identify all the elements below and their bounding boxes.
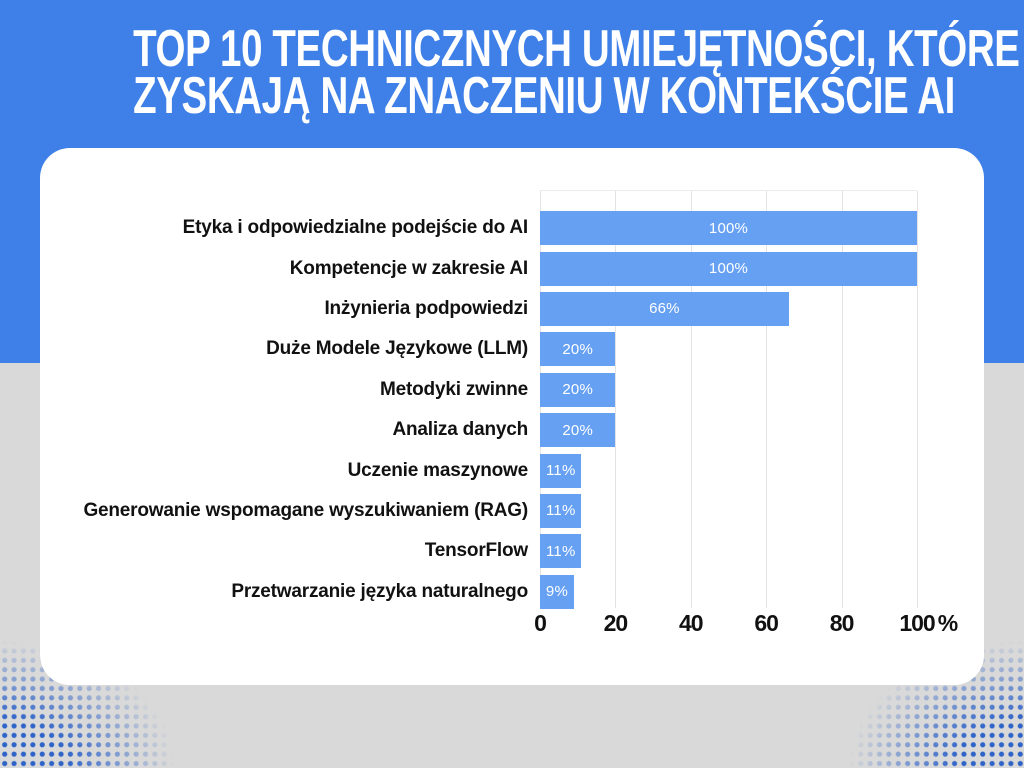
chart-row: Generowanie wspomagane wyszukiwaniem (RA… [40, 491, 917, 531]
x-tick-60: 60 [754, 610, 779, 636]
bar: 20% [540, 332, 616, 367]
category-label: Analiza danych [392, 419, 528, 441]
bar: 66% [540, 291, 789, 326]
category-label: Duże Modele Językowe (LLM) [266, 338, 528, 360]
page-title-line1: TOP 10 TECHNICZNYCH UMIEJĘTNOŚCI, KTÓRE [133, 20, 1020, 78]
bar-value-label: 11% [545, 542, 576, 560]
bar-track: 11% [540, 453, 917, 488]
category-label: Etyka i odpowiedzialne podejście do AI [182, 217, 529, 239]
category-label: Kompetencje w zakresie AI [289, 257, 528, 279]
chart-row: Analiza danych 20% [40, 410, 917, 450]
category-label: Generowanie wspomagane wyszukiwaniem (RA… [83, 499, 528, 521]
bar-value-label: 66% [649, 300, 680, 318]
bar-track: 20% [540, 413, 917, 448]
chart-row: Metodyki zwinne 20% [40, 370, 917, 410]
bar: 100% [540, 251, 917, 286]
gridline-60 [766, 191, 768, 608]
category-label: Uczenie maszynowe [347, 459, 529, 481]
x-tick-0: 0 [534, 610, 547, 636]
x-tick-80: 80 [829, 610, 855, 636]
chart-row: Przetwarzanie języka naturalnego 9% [40, 572, 917, 612]
bar-value-label: 11% [545, 462, 576, 480]
page-title-line2: ZYSKAJĄ NA ZNACZENIU W KONTEKŚCIE AI [133, 67, 955, 125]
bar: 11% [540, 534, 582, 569]
bar: 100% [540, 211, 917, 246]
gridline-40 [690, 191, 692, 608]
category-label: Inżynieria podpowiedzi [324, 297, 528, 319]
bar-track: 20% [540, 372, 917, 407]
page-title: TOP 10 TECHNICZNYCH UMIEJĘTNOŚCI, KTÓRE … [133, 20, 1020, 125]
chart-row: TensorFlow 11% [40, 531, 917, 571]
bar-value-label: 20% [562, 421, 593, 439]
bar-track: 100% [540, 211, 917, 246]
bar-value-label: 20% [562, 381, 593, 399]
x-axis: 0 20 40 60 80 100% [534, 610, 958, 640]
bar-chart: Etyka i odpowiedzialne podejście do AI 10… [40, 148, 984, 685]
chart-row: Inżynieria podpowiedzi 66% [40, 289, 917, 329]
chart-row: Duże Modele Językowe (LLM) 20% [40, 329, 917, 369]
x-tick-100: 100 [899, 610, 935, 636]
gridline-20 [615, 191, 617, 608]
bar-value-label: 11% [545, 502, 576, 520]
category-label: TensorFlow [424, 540, 528, 562]
chart-row: Etyka i odpowiedzialne podejście do AI 10… [40, 208, 917, 248]
bar-track: 11% [540, 493, 917, 528]
bar-value-label: 100% [708, 219, 749, 237]
bar-track: 9% [540, 574, 917, 609]
bar: 20% [540, 372, 616, 407]
bar-value-label: 9% [545, 583, 568, 601]
bar-track: 11% [540, 534, 917, 569]
bar-track: 66% [540, 291, 917, 326]
bar: 9% [540, 574, 574, 609]
x-tick-40: 40 [679, 610, 704, 636]
bar: 11% [540, 493, 582, 528]
bar-value-label: 100% [708, 260, 749, 278]
chart-row: Uczenie maszynowe 11% [40, 450, 917, 490]
bar: 20% [540, 413, 616, 448]
chart-card: Etyka i odpowiedzialne podejście do AI 10… [40, 148, 984, 685]
x-axis-unit: % [937, 610, 959, 636]
category-label: Metodyki zwinne [380, 378, 528, 400]
bar: 11% [540, 453, 582, 488]
bar-track: 100% [540, 251, 917, 286]
x-tick-20: 20 [603, 610, 629, 636]
bar-value-label: 20% [562, 340, 593, 358]
category-label: Przetwarzanie języka naturalnego [231, 580, 528, 602]
chart-row: Kompetencje w zakresie AI 100% [40, 248, 917, 288]
bar-track: 20% [540, 332, 917, 367]
gridline-100 [917, 191, 918, 608]
gridline-80 [841, 191, 843, 608]
chart-rows: Etyka i odpowiedzialne podejście do AI 10… [40, 208, 917, 612]
